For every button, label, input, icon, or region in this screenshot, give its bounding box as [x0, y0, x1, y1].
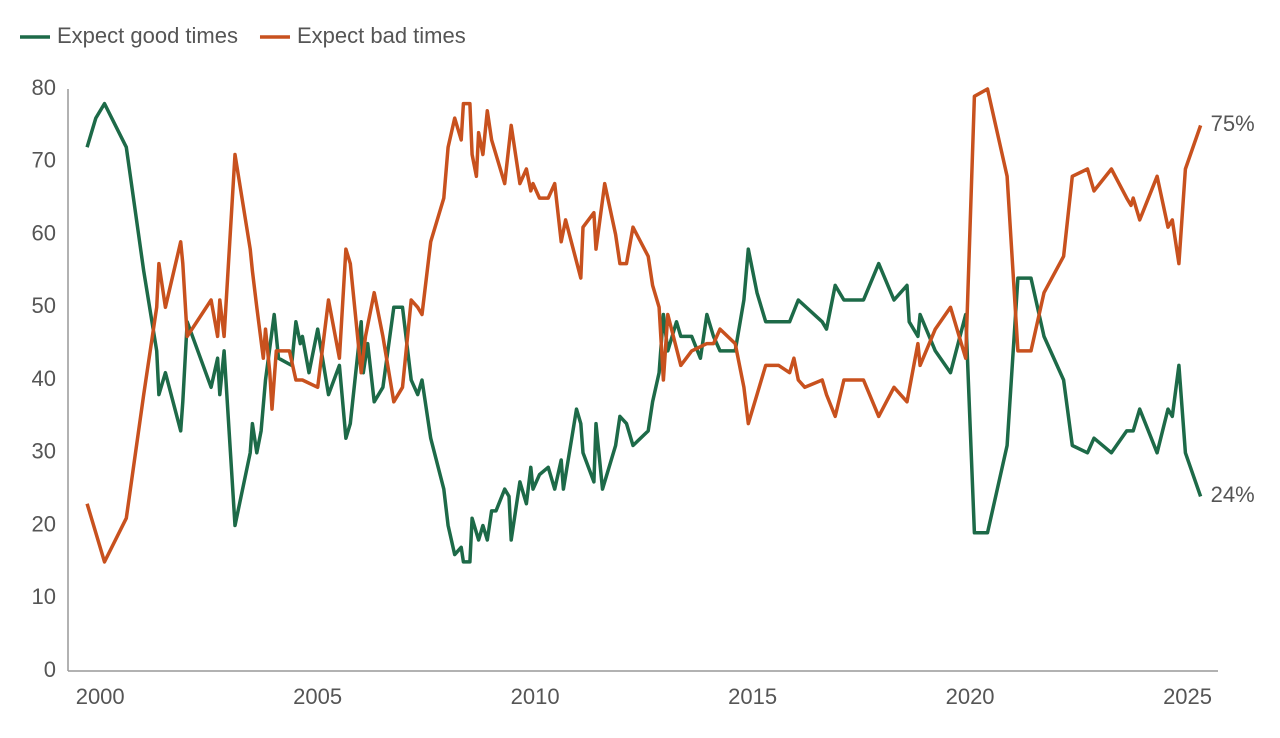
legend-label: Expect good times [57, 23, 238, 48]
y-tick-label: 80 [32, 75, 56, 100]
y-tick-label: 50 [32, 293, 56, 318]
x-tick-label: 2015 [728, 684, 777, 709]
y-tick-label: 40 [32, 366, 56, 391]
x-tick-label: 2005 [293, 684, 342, 709]
legend-label: Expect bad times [297, 23, 466, 48]
x-tick-label: 2000 [76, 684, 125, 709]
y-tick-label: 30 [32, 439, 56, 464]
end-label: 24% [1211, 482, 1255, 507]
end-label: 75% [1211, 111, 1255, 136]
y-tick-label: 60 [32, 220, 56, 245]
y-tick-label: 0 [44, 657, 56, 682]
x-tick-label: 2020 [946, 684, 995, 709]
series-line [85, 87, 1203, 564]
x-tick-label: 2025 [1163, 684, 1212, 709]
x-tick-label: 2010 [511, 684, 560, 709]
y-tick-label: 10 [32, 584, 56, 609]
series-line [85, 101, 1203, 564]
y-tick-label: 70 [32, 148, 56, 173]
y-tick-label: 20 [32, 511, 56, 536]
